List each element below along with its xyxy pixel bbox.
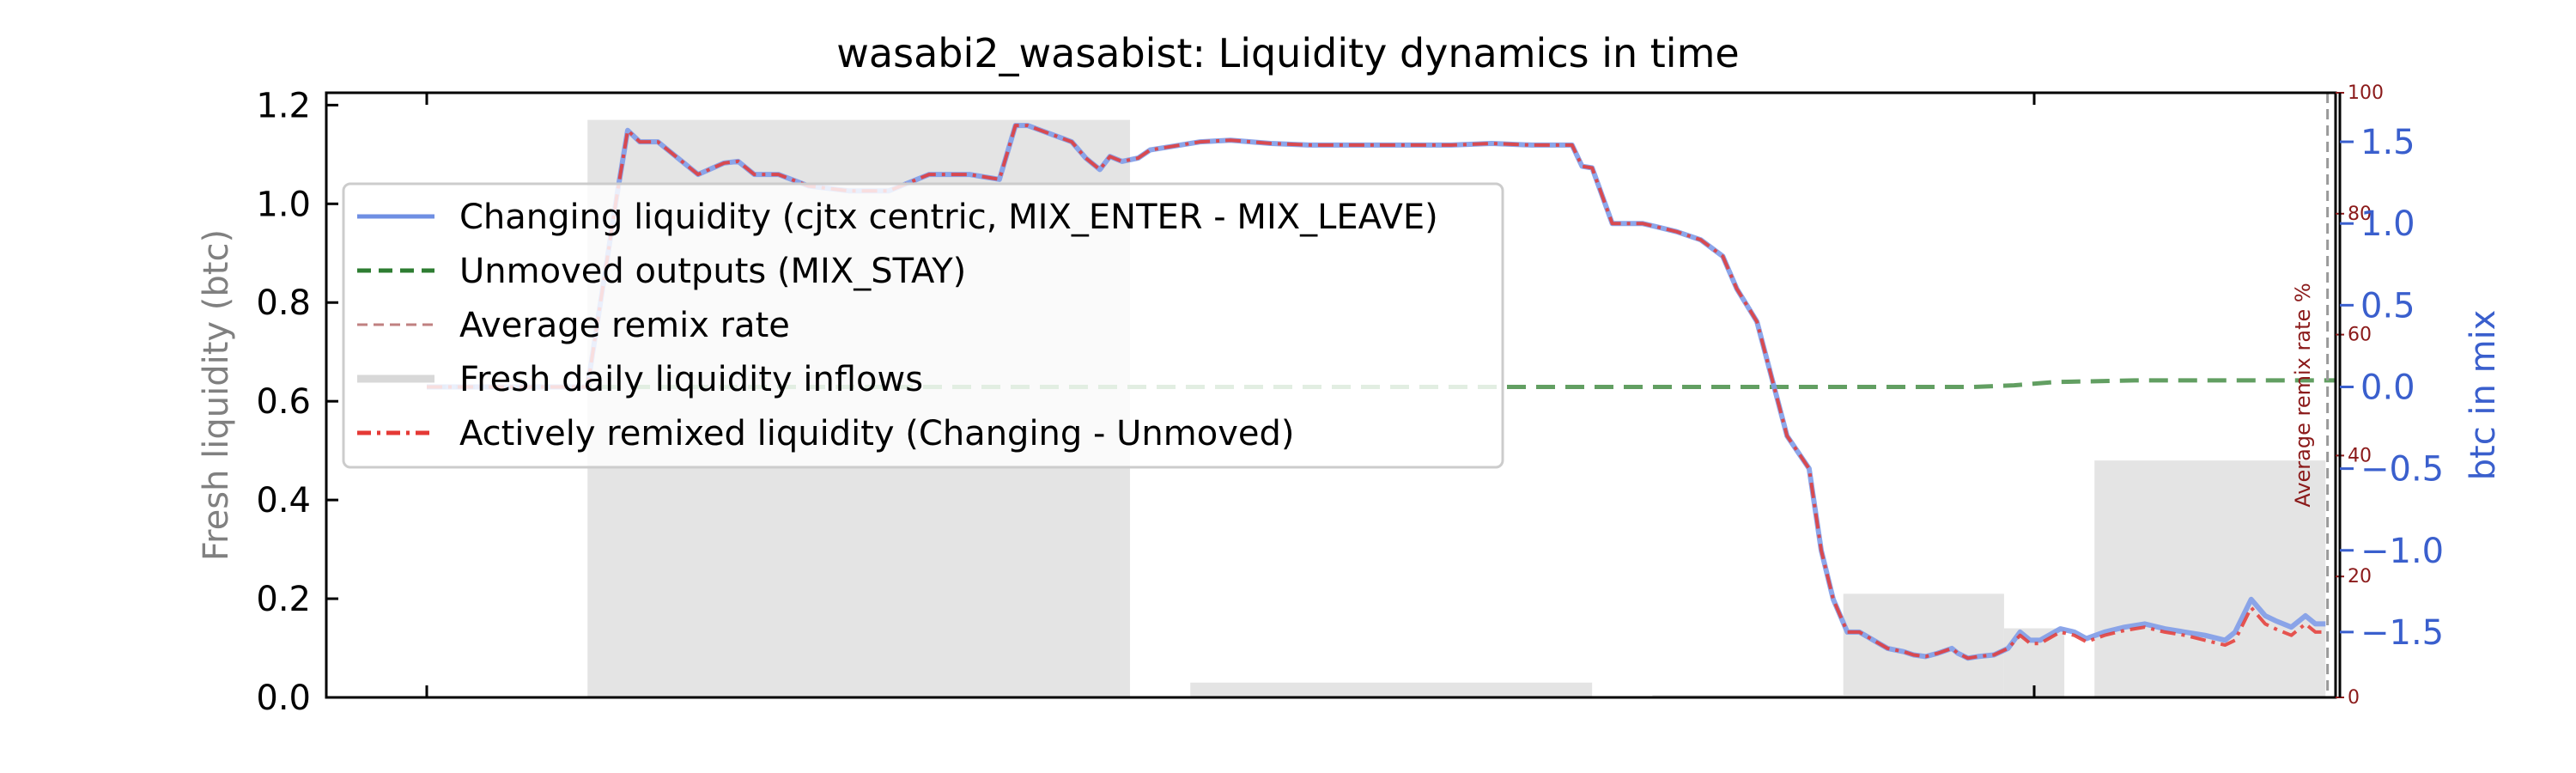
legend-box [342,182,1504,469]
legend-entry-label: Actively remixed liquidity (Changing - U… [459,414,1295,453]
y-left-tick-label: 1.2 [256,86,311,125]
y-right-tick-label: 0.5 [2360,286,2415,326]
y-left-tick-label: 0.0 [256,679,311,718]
series-line-2 [427,123,2326,661]
inflow-bar [2094,460,2326,697]
y-right-tick-label: 0.0 [2360,368,2415,407]
y-left-tick-label: 0.2 [256,580,311,619]
y-remix-tick-label: 20 [2348,566,2372,587]
y-remix-tick-label: 0 [2348,687,2360,709]
legend-entry-label: Average remix rate [459,306,790,345]
y-right-tick-label: −1.5 [2360,613,2444,653]
y-right-tick-label: 1.5 [2360,123,2415,162]
y-remix-tick-label: 100 [2348,82,2384,104]
y-left-axis-label: Fresh liquidity (btc) [197,229,236,561]
legend-entry-label: Unmoved outputs (MIX_STAY) [459,252,966,291]
series-line-3 [427,124,2326,660]
chart-title: wasabi2_wasabist: Liquidity dynamics in … [836,30,1739,76]
inflow-bar [1843,593,2004,697]
y-remix-tick-label: 40 [2348,445,2372,466]
y-right-tick-label: −0.5 [2360,450,2444,490]
inflow-bar [1190,682,1593,697]
y-left-tick-label: 0.4 [256,481,311,520]
plot-frame [325,91,2337,699]
legend-entry-label: Fresh daily liquidity inflows [459,360,923,399]
y-remix-axis-label: Average remix rate % [2291,283,2315,507]
y-right-tick-label: 1.0 [2360,204,2415,244]
y-left-tick-label: 1.0 [256,185,311,224]
y-right-axis-label: btc in mix [2464,310,2503,481]
y-left-tick-label: 0.6 [256,382,311,422]
y-right-tick-label: −1.0 [2360,532,2444,571]
y-remix-tick-label: 80 [2348,204,2372,225]
y-left-tick-label: 0.8 [256,283,311,323]
y-remix-tick-label: 60 [2348,325,2372,346]
legend-entry-label: Changing liquidity (cjtx centric, MIX_EN… [459,198,1438,237]
